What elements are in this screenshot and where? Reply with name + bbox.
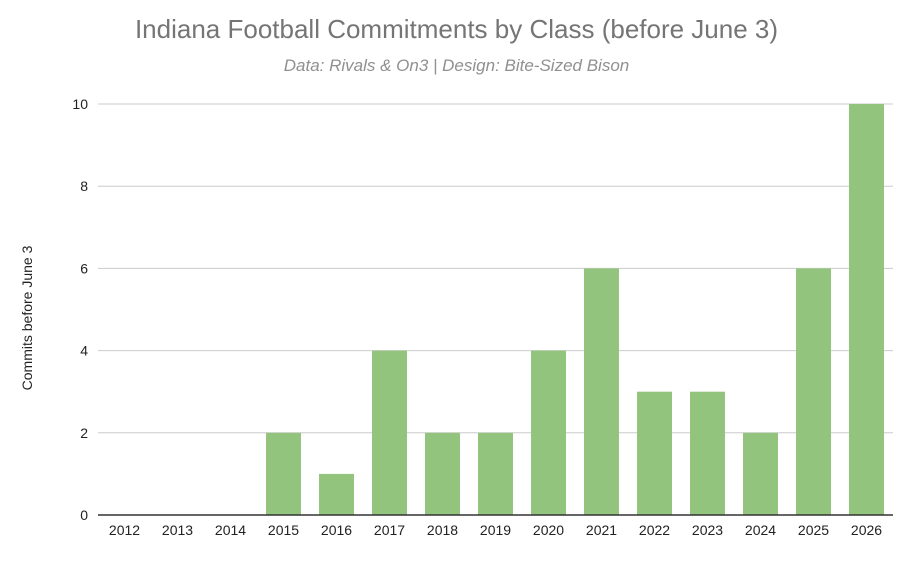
gridlines [98,103,893,434]
y-tick-label: 2 [80,425,88,441]
chart-subtitle: Data: Rivals & On3 | Design: Bite-Sized … [283,56,630,75]
bar-2015 [266,432,301,515]
x-tick-label: 2020 [533,522,564,538]
x-tick-label: 2012 [109,522,140,538]
x-tick-label: 2026 [851,522,882,538]
x-tick-label: 2016 [321,522,352,538]
bar-2017 [372,350,407,515]
bar-2026 [849,104,884,515]
bars [266,104,884,515]
y-tick-label: 8 [80,178,88,194]
y-tick-label: 6 [80,260,88,276]
bar-2023 [690,391,725,515]
x-tick-label: 2015 [268,522,299,538]
y-tick-label: 4 [80,343,88,359]
bar-2024 [743,432,778,515]
x-tick-label: 2022 [639,522,670,538]
x-tick-label: 2014 [215,522,246,538]
x-tick-label: 2018 [427,522,458,538]
x-tick-label: 2021 [586,522,617,538]
x-tick-label: 2024 [745,522,776,538]
x-tick-label: 2013 [162,522,193,538]
x-tick-label: 2019 [480,522,511,538]
x-tick-label: 2017 [374,522,405,538]
bar-2018 [425,432,460,515]
y-tick-label: 0 [80,507,88,523]
bar-2020 [531,350,566,515]
x-tick-label: 2023 [692,522,723,538]
bar-2021 [584,268,619,515]
bar-2019 [478,432,513,515]
chart-title: Indiana Football Commitments by Class (b… [134,14,779,44]
y-tick-label: 10 [72,96,88,112]
x-tick-label: 2025 [798,522,829,538]
bar-2022 [637,391,672,515]
x-tick-labels: 2012 2013 2014 2015 2016 2017 2018 2019 2020 2021… [109,522,882,538]
bar-2016 [319,473,354,515]
bar-2025 [796,268,831,515]
y-tick-labels: 0 2 4 6 8 10 [72,96,88,523]
